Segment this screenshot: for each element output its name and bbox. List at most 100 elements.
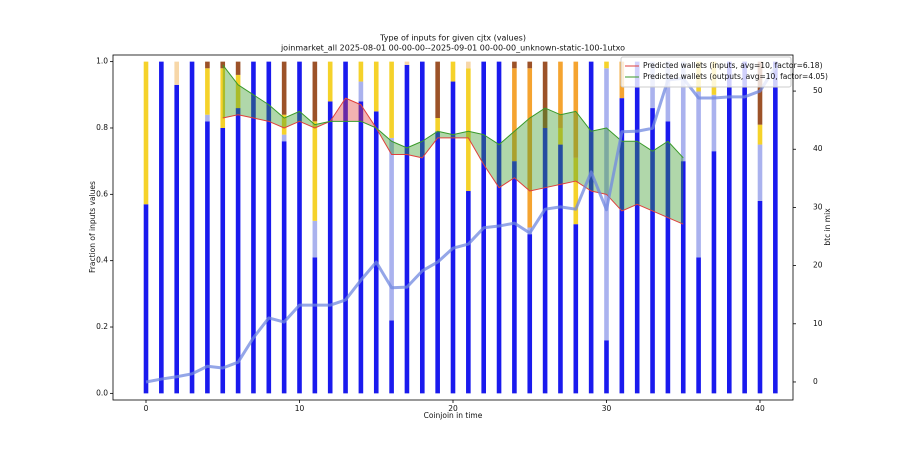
bar-segment xyxy=(266,61,272,394)
bar-segment xyxy=(404,61,410,65)
fill-between xyxy=(667,141,684,225)
fill-between xyxy=(575,111,592,192)
y-tick-label: 1.0 xyxy=(96,57,108,66)
bar-segment xyxy=(757,124,763,145)
bar-segment xyxy=(711,94,717,152)
bar-segment xyxy=(358,81,364,102)
y-tick-label: 0.6 xyxy=(96,189,108,198)
bar-segment xyxy=(466,191,471,394)
bar-segment xyxy=(281,134,287,142)
bar-segment xyxy=(343,61,348,394)
y2-axis-label: btc in mix xyxy=(823,208,832,246)
bar-segment xyxy=(634,61,640,394)
y2-tick-label: 40 xyxy=(813,144,823,153)
bar-segment xyxy=(312,61,318,122)
bar-segment xyxy=(205,114,210,122)
bar-segment xyxy=(696,91,701,258)
bar-segment xyxy=(512,68,517,162)
fill-between xyxy=(299,111,315,128)
fill-between xyxy=(238,84,254,119)
bar-segment xyxy=(742,61,747,394)
fill-between xyxy=(453,131,469,138)
y-tick-label: 0.8 xyxy=(96,123,108,132)
y2-tick-label: 50 xyxy=(813,86,823,95)
bar-segment xyxy=(558,144,563,394)
bar-segment xyxy=(174,84,180,394)
bar-segment xyxy=(327,101,333,394)
y-tick-label: 0.2 xyxy=(96,322,108,331)
y2-tick-label: 10 xyxy=(813,319,823,328)
bar-segment xyxy=(573,157,579,225)
bar-segment xyxy=(312,220,318,258)
bar-segment xyxy=(281,61,287,115)
bar-segment xyxy=(680,161,686,394)
bar-segment xyxy=(235,61,241,75)
bar-segment xyxy=(726,61,732,394)
bar-segment xyxy=(404,64,410,394)
fill-between xyxy=(345,98,361,122)
legend-label: Predicted wallets (outputs, avg=10, fact… xyxy=(643,72,828,81)
bar-segment xyxy=(466,61,471,69)
fill-between xyxy=(652,141,668,218)
x-tick-label: 10 xyxy=(295,404,305,413)
bar-segment xyxy=(604,340,609,394)
fill-between xyxy=(483,134,500,188)
fill-between xyxy=(222,64,239,119)
bar-segment xyxy=(435,61,440,119)
x-tick-label: 40 xyxy=(755,404,765,413)
bar-segment xyxy=(143,204,149,394)
y-tick-label: 0.4 xyxy=(96,256,108,265)
fill-between xyxy=(637,141,653,211)
fill-between xyxy=(591,127,607,195)
bar-segment xyxy=(251,61,256,394)
bar-segment xyxy=(466,68,471,192)
bar-segment xyxy=(143,61,149,205)
bar-segment xyxy=(650,108,655,394)
x-tick-label: 30 xyxy=(602,404,612,413)
chart-title: Type of inputs for given cjtx (values) xyxy=(379,34,526,43)
y2-tick-label: 30 xyxy=(813,202,823,211)
fill-between xyxy=(560,111,576,185)
bar-segment xyxy=(327,61,333,102)
bar-segment xyxy=(588,61,594,394)
bar-segment xyxy=(373,111,379,394)
bar-segment xyxy=(512,161,517,394)
y2-tick-label: 20 xyxy=(813,261,823,270)
bar-segment xyxy=(235,74,241,109)
bar-segment xyxy=(312,257,318,394)
bar-segment xyxy=(757,61,763,125)
bar-segment xyxy=(174,61,180,85)
bar-segment xyxy=(527,61,533,69)
line xyxy=(222,64,684,159)
bar-segment xyxy=(757,144,763,201)
bar-segment xyxy=(558,127,563,145)
bar-segment xyxy=(512,61,517,69)
bar-segment xyxy=(389,61,394,138)
fill-between xyxy=(253,94,269,122)
bar-segment xyxy=(450,61,456,82)
bar-segment xyxy=(312,121,318,221)
fill-between xyxy=(268,104,285,128)
bar-segment xyxy=(389,137,394,321)
bar-segment xyxy=(773,61,778,394)
fill-between xyxy=(284,111,300,128)
y2-tick-label: 0 xyxy=(813,377,818,386)
bar-segment xyxy=(619,98,625,394)
x-tick-label: 0 xyxy=(144,404,149,413)
fill-between xyxy=(437,131,453,138)
bar-segment xyxy=(189,61,195,394)
bar-segment xyxy=(159,61,164,394)
bar-segment xyxy=(419,61,425,394)
bar-segment xyxy=(573,224,579,394)
y-tick-label: 0.0 xyxy=(96,388,108,397)
bar-segment xyxy=(665,61,671,122)
bar-segment xyxy=(235,108,241,394)
bar-segment xyxy=(205,68,210,115)
fill-between xyxy=(545,108,561,188)
bar-segment xyxy=(542,61,548,128)
bar-segment xyxy=(558,61,563,128)
bar-segment xyxy=(527,68,533,228)
bar-segment xyxy=(435,118,440,132)
x-axis-label: Coinjoin in time xyxy=(424,411,483,420)
bar-segment xyxy=(220,127,226,394)
